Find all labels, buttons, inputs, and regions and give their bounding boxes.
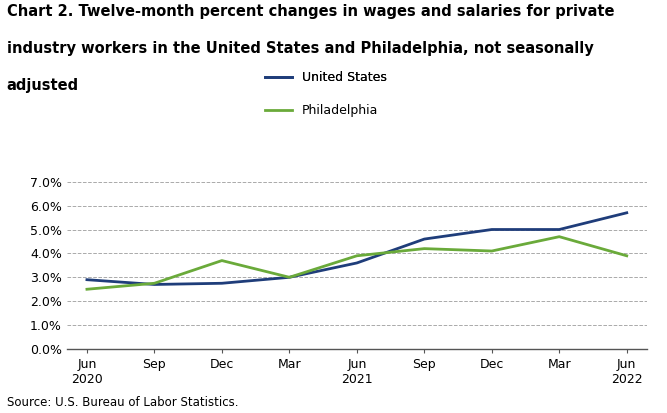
Legend: Philadelphia: Philadelphia — [259, 99, 384, 122]
Text: Source: U.S. Bureau of Labor Statistics.: Source: U.S. Bureau of Labor Statistics. — [7, 396, 238, 409]
Text: industry workers in the United States and Philadelphia, not seasonally: industry workers in the United States an… — [7, 41, 594, 56]
Text: Chart 2. Twelve-month percent changes in wages and salaries for private: Chart 2. Twelve-month percent changes in… — [7, 4, 614, 19]
Legend: United States: United States — [259, 66, 392, 89]
Text: adjusted: adjusted — [7, 78, 79, 93]
